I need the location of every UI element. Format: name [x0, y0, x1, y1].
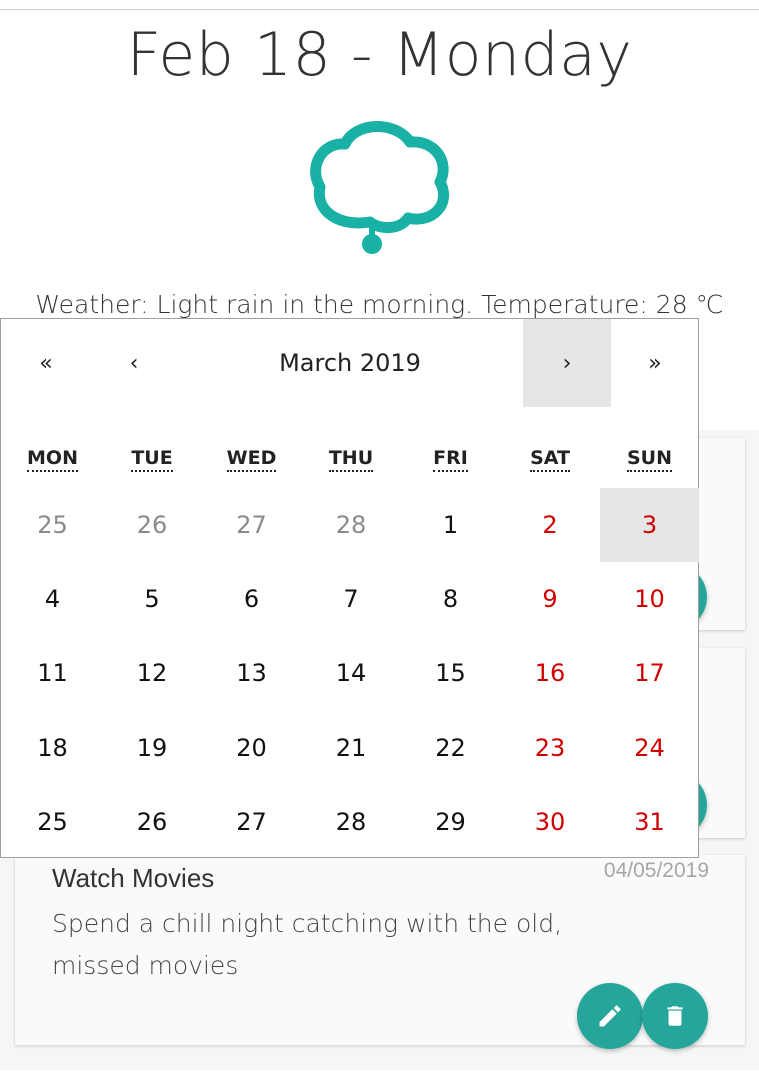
weekday-label: THU: [328, 447, 374, 472]
weekday-label: FRI: [433, 447, 468, 472]
calendar-day[interactable]: 3: [600, 488, 699, 562]
todo-date: 04/05/2019: [603, 859, 709, 882]
pencil-icon: [599, 1005, 621, 1027]
top-divider: [0, 9, 759, 10]
calendar-day[interactable]: 22: [435, 733, 466, 762]
calendar-day[interactable]: 26: [136, 511, 168, 539]
weekday-sun: SUN: [600, 447, 699, 472]
todo-title: Watch Movies: [52, 863, 215, 893]
calendar-popup: « ‹ March 2019 › » MON TUE WED THU FRI SAT SUN…: [0, 318, 699, 858]
calendar-day[interactable]: 17: [634, 659, 665, 688]
calendar-day[interactable]: 29: [435, 807, 466, 836]
calendar-day[interactable]: 28: [335, 511, 367, 539]
calendar-day[interactable]: 13: [236, 659, 267, 688]
calendar-day[interactable]: 4: [44, 585, 61, 614]
prev-year-button[interactable]: «: [39, 350, 53, 376]
calendar-day[interactable]: 7: [343, 585, 359, 614]
prev-month-button[interactable]: ‹: [129, 350, 139, 376]
calendar-day[interactable]: 5: [144, 585, 160, 614]
calendar-day[interactable]: 30: [534, 807, 566, 836]
weekday-label: SUN: [626, 447, 672, 472]
weekday-sat: SAT: [501, 447, 600, 472]
calendar-navigation: « ‹ March 2019 › »: [1, 319, 698, 407]
cloud-icon: [310, 121, 450, 254]
calendar-day[interactable]: 15: [435, 659, 466, 688]
calendar-day[interactable]: 12: [136, 659, 168, 688]
weekday-wed: WED: [202, 447, 301, 472]
weekday-label: SAT: [530, 447, 570, 472]
edit-button[interactable]: [577, 983, 643, 1049]
calendar-day[interactable]: 16: [534, 659, 566, 688]
weekday-label: TUE: [131, 447, 173, 472]
calendar-day[interactable]: 6: [243, 585, 260, 614]
weekday-mon: MON: [3, 447, 102, 472]
calendar-day[interactable]: 14: [335, 659, 367, 688]
calendar-day[interactable]: 19: [136, 733, 168, 762]
weekday-label: WED: [226, 447, 277, 472]
calendar-day[interactable]: 27: [236, 807, 267, 836]
delete-button[interactable]: [642, 983, 708, 1049]
weekday-tue: TUE: [103, 447, 202, 472]
calendar-day[interactable]: 23: [534, 733, 566, 762]
calendar-day[interactable]: 20: [236, 733, 267, 762]
calendar-day[interactable]: 31: [634, 807, 665, 836]
next-month-button[interactable]: ›: [523, 319, 611, 407]
calendar-month-label[interactable]: March 2019: [279, 349, 421, 377]
calendar-day[interactable]: 11: [37, 659, 68, 688]
calendar-day[interactable]: 1: [442, 511, 459, 539]
weather-description: Weather: Light rain in the morning. Temp…: [35, 290, 724, 319]
calendar-day[interactable]: 10: [634, 585, 665, 614]
weekday-fri: FRI: [401, 447, 500, 472]
calendar-day[interactable]: 8: [442, 585, 459, 614]
date-title: Feb 18 - Monday: [126, 20, 633, 90]
calendar-day[interactable]: 25: [37, 511, 68, 539]
calendar-day[interactable]: 2: [542, 511, 558, 539]
next-year-button[interactable]: »: [648, 350, 662, 376]
calendar-day[interactable]: 18: [37, 733, 68, 762]
calendar-day[interactable]: 24: [634, 733, 665, 762]
weekday-label: MON: [27, 447, 78, 472]
calendar-day[interactable]: 26: [136, 807, 168, 836]
weekday-thu: THU: [302, 447, 401, 472]
todo-card: Watch Movies 04/05/2019 Spend a chill ni…: [15, 855, 745, 1049]
calendar-day[interactable]: 28: [335, 807, 367, 836]
calendar-day[interactable]: 27: [236, 511, 267, 539]
trash-icon: [667, 1006, 683, 1026]
calendar-day[interactable]: 9: [542, 585, 558, 614]
todo-description: Spend a chill night catching with the ol…: [52, 909, 563, 980]
calendar-day[interactable]: 25: [37, 807, 68, 836]
calendar-day[interactable]: 21: [335, 733, 367, 762]
